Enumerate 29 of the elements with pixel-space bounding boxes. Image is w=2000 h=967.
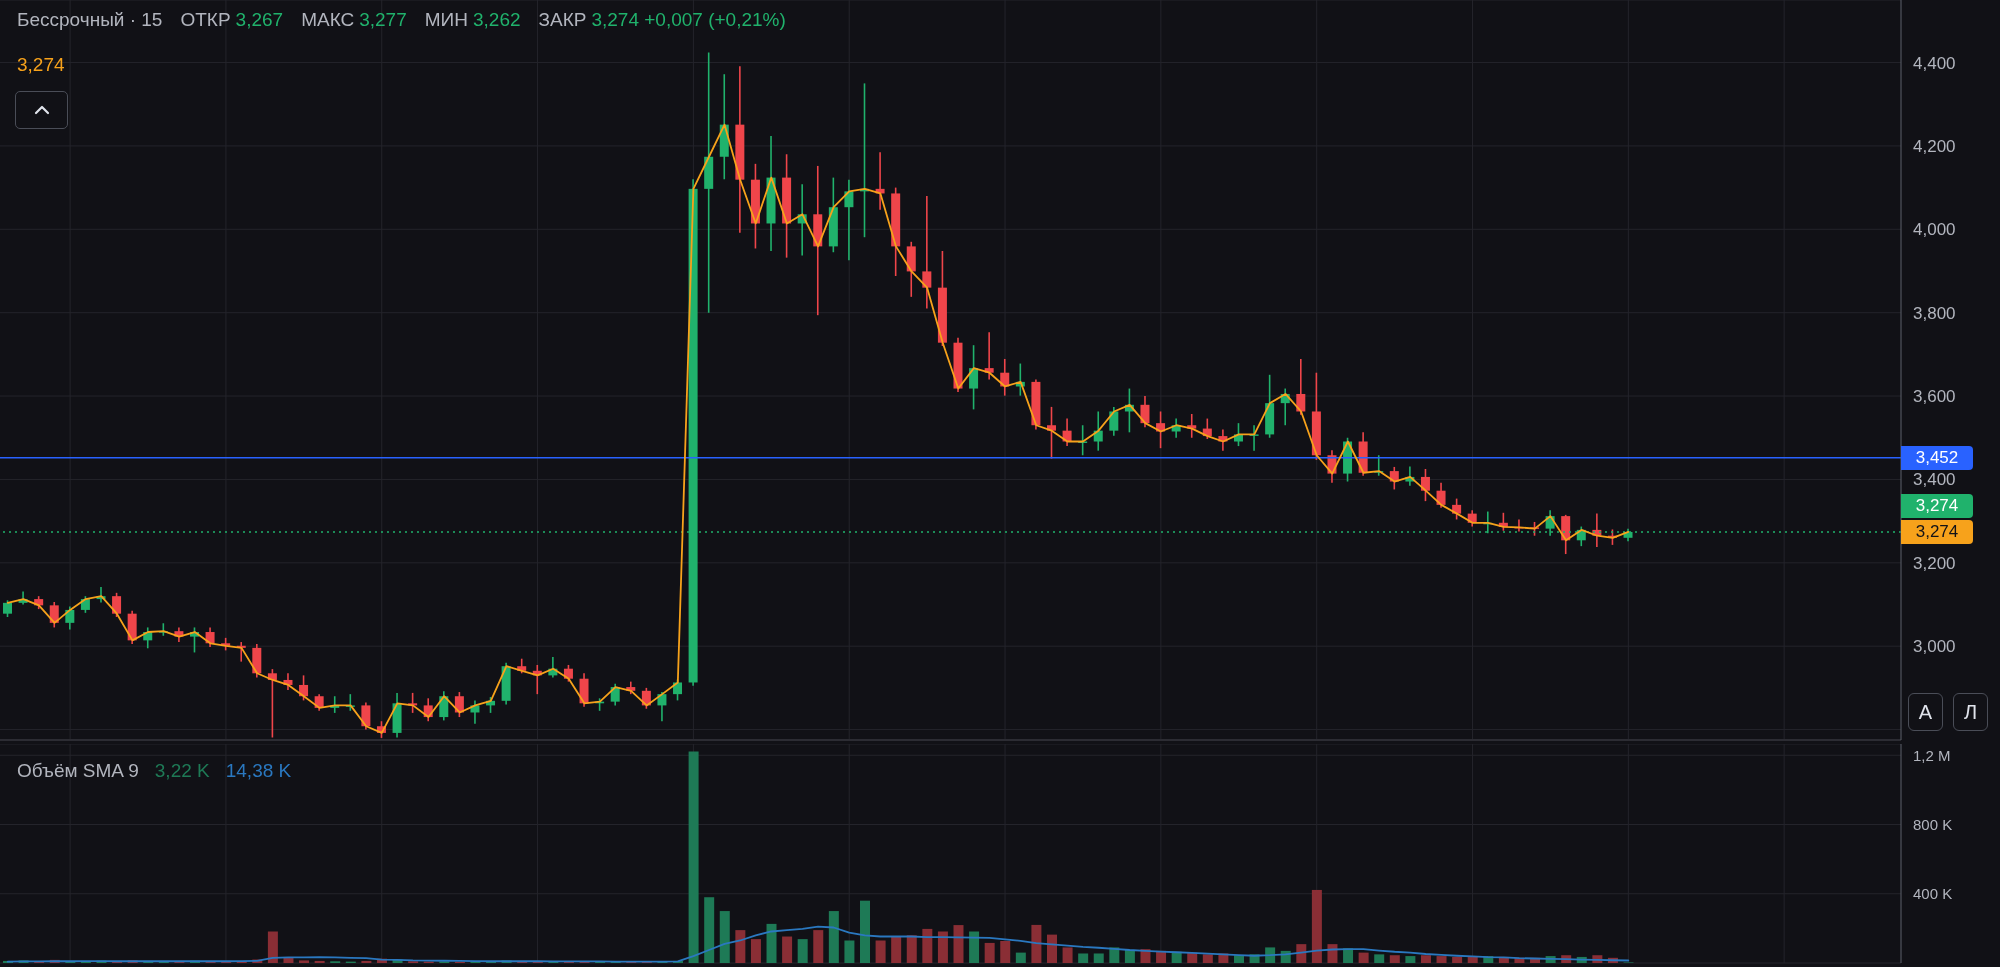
y-tick-label: 3,800 (1913, 303, 1956, 323)
annotation: 3,267 (235, 8, 284, 32)
annotation: 3,22 K (154, 759, 210, 783)
text: 3,274 (1901, 519, 1973, 544)
ref-line-label: 3,274 (1901, 493, 1973, 518)
annotation: МИН (424, 8, 468, 32)
y-tick-label: 3,400 (1913, 470, 1956, 490)
annotation: ОТКР (180, 8, 231, 32)
annotation: ЗАКР (538, 8, 587, 32)
text: Объём SMA 9 (17, 759, 139, 783)
ref-line-label: 3,452 (1901, 445, 1973, 470)
y-tick-label: 4,200 (1913, 136, 1956, 156)
annotation: 3,277 (359, 8, 407, 32)
annotation: 3,274 +0,007 (+0,21%) (591, 8, 786, 32)
y-tick-label: 800 K (1913, 815, 1953, 833)
y-tick-label: 1,2 M (1913, 746, 1951, 764)
annotation: 3,262 (472, 8, 521, 32)
y-tick-label: 400 K (1913, 885, 1953, 903)
y-tick-label: 4,400 (1913, 53, 1956, 73)
y-tick-label: 3,600 (1913, 387, 1956, 407)
y-tick-label: 4,000 (1913, 220, 1956, 240)
text: 3,274 (17, 53, 65, 77)
toggle-button: А (1908, 693, 1943, 731)
text: Бессрочный · 15 (17, 8, 163, 32)
annotation: 14,38 K (225, 759, 292, 783)
toggle-button: Л (1953, 693, 1988, 731)
y-tick-label: 3,200 (1913, 553, 1956, 573)
y-tick-label: 3,000 (1913, 637, 1956, 657)
annotation: МАКС (301, 8, 355, 32)
